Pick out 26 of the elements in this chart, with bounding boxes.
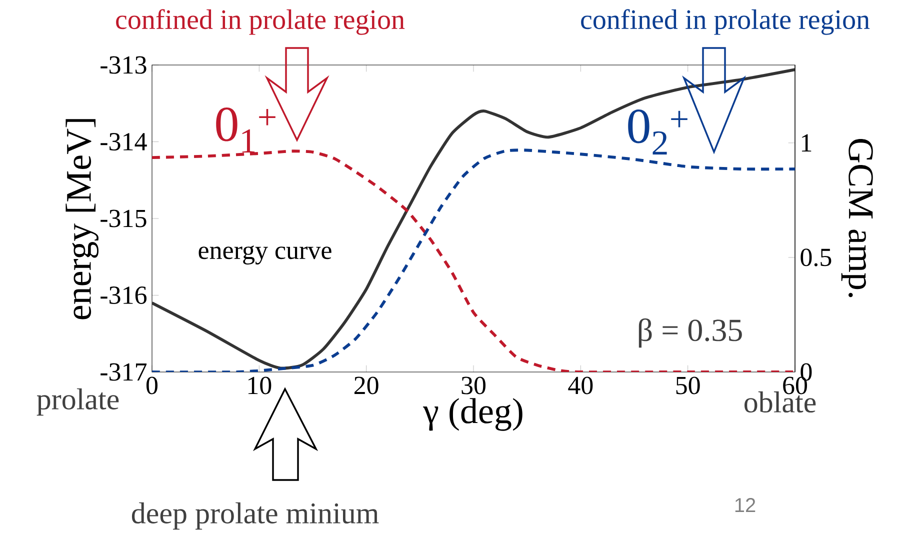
text: deep prolate minium — [132, 502, 379, 530]
series-label: energy curve — [198, 246, 332, 264]
x-tick-label: 10 — [248, 376, 272, 394]
y-tick-label: -315 — [100, 210, 146, 228]
x-tick-label: 50 — [676, 376, 700, 394]
series-label: 0$_{2}$+ — [628, 110, 688, 154]
y-tick-label: -313 — [100, 56, 146, 74]
text: confined in prolate region — [581, 9, 870, 35]
y2-axis-title: GCM amp. — [841, 138, 873, 298]
annotation: β = 0.35 — [638, 318, 742, 348]
y-axis-title: energy [MeV] — [66, 119, 98, 320]
y-tick-label: -314 — [100, 133, 147, 150]
y2-tick-label: 1 — [802, 134, 812, 152]
text: 12 — [735, 498, 756, 512]
y-tick-label: -317 — [100, 363, 147, 381]
text: confined in prolate region — [116, 9, 405, 35]
x-tick-label: 0 — [146, 376, 158, 394]
text: prolate — [36, 388, 119, 416]
x-axis-title: γ (deg) — [423, 398, 522, 431]
x-tick-label: 40 — [568, 376, 593, 394]
line-series — [152, 68, 795, 370]
series-label: 0$_{1}$+ — [216, 108, 276, 152]
y2-tick-label: 0.5 — [800, 248, 832, 266]
x-tick-label: 20 — [354, 376, 378, 394]
x-tick-label: 30 — [462, 376, 486, 394]
y-tick-label: -316 — [100, 286, 146, 304]
